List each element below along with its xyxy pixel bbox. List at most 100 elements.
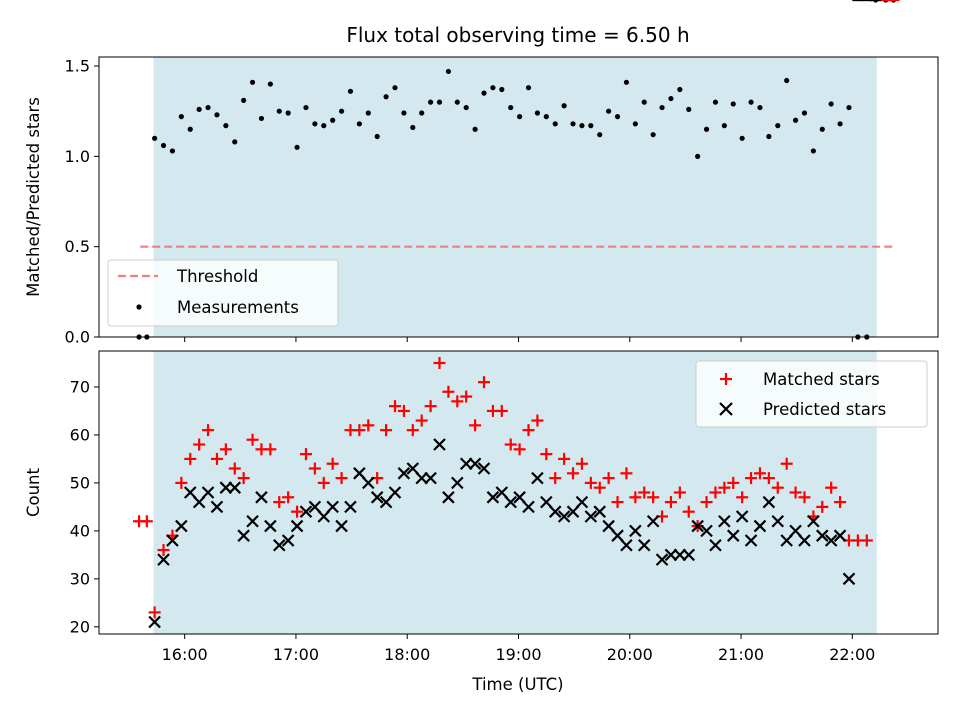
count-y-axis-label: Count bbox=[24, 467, 43, 517]
measurement-point bbox=[819, 126, 825, 132]
matched-star-marker bbox=[540, 448, 553, 461]
measurement-point bbox=[169, 148, 176, 154]
matched-star-marker bbox=[157, 544, 170, 557]
predicted-star-marker bbox=[789, 524, 802, 538]
measurement-point bbox=[187, 126, 193, 132]
predicted-star-marker bbox=[486, 491, 500, 504]
matched-star-marker bbox=[780, 457, 793, 470]
predicted-star-marker bbox=[593, 505, 607, 518]
count-legend-box bbox=[695, 360, 928, 428]
measurement-point bbox=[712, 99, 719, 105]
predicted-star-marker bbox=[451, 476, 464, 490]
predicted-star-marker bbox=[415, 471, 428, 485]
chart-title: Flux total observing time = 6.50 h bbox=[346, 23, 689, 47]
measurement-point bbox=[632, 121, 638, 127]
measurement-point bbox=[436, 99, 443, 105]
measurement-point bbox=[454, 99, 460, 105]
matched-star-marker bbox=[745, 472, 758, 485]
matched-star-marker bbox=[567, 467, 580, 480]
matched-star-marker bbox=[362, 419, 375, 432]
measurement-point bbox=[748, 99, 754, 105]
legend-threshold-label: Threshold bbox=[176, 267, 258, 286]
measurement-point bbox=[775, 123, 781, 129]
matched-star-marker bbox=[478, 376, 491, 389]
predicted-star-marker bbox=[673, 548, 687, 562]
predicted-star-marker bbox=[629, 524, 642, 538]
predicted-star-marker bbox=[362, 476, 375, 490]
matched-star-marker bbox=[522, 424, 535, 437]
matched-star-marker bbox=[789, 486, 802, 499]
measurement-point bbox=[579, 123, 585, 129]
matched-star-marker bbox=[629, 491, 642, 504]
measurement-point bbox=[276, 108, 282, 114]
matched-star-marker bbox=[736, 491, 749, 504]
predicted-star-marker bbox=[272, 538, 286, 552]
measurement-point bbox=[374, 133, 380, 140]
matched-star-marker bbox=[228, 462, 241, 475]
predicted-star-marker bbox=[513, 491, 526, 504]
predicted-star-marker bbox=[459, 457, 473, 470]
predicted-star-marker bbox=[620, 538, 633, 552]
predicted-star-marker bbox=[726, 529, 740, 542]
matched-star-marker bbox=[709, 486, 722, 499]
matched-star-marker bbox=[825, 481, 838, 494]
predicted-star-marker bbox=[166, 534, 179, 547]
predicted-star-marker bbox=[299, 505, 313, 518]
measurement-point bbox=[686, 106, 692, 112]
matched-star-marker bbox=[718, 481, 731, 494]
matched-star-marker bbox=[638, 486, 651, 499]
matched-star-marker bbox=[762, 472, 775, 485]
predicted-star-marker bbox=[664, 548, 678, 562]
ratio-legend: Threshold Measurements bbox=[107, 259, 339, 327]
matched-stars-points bbox=[133, 0, 900, 619]
measurement-point bbox=[294, 144, 300, 150]
predicted-star-marker bbox=[433, 438, 446, 451]
measurement-point bbox=[623, 79, 630, 85]
count-legend: Matched stars Predicted stars bbox=[695, 360, 928, 428]
matched-star-marker bbox=[700, 496, 713, 509]
matched-star-marker bbox=[140, 515, 153, 528]
measurement-point bbox=[810, 148, 816, 154]
matched-star-marker bbox=[219, 443, 232, 456]
measurement-point bbox=[392, 85, 398, 91]
predicted-star-marker bbox=[219, 481, 233, 494]
predicted-star-marker bbox=[201, 486, 215, 499]
predicted-star-marker bbox=[744, 534, 758, 547]
ratio-y-axis-ticks: 0.0 0.5 1.0 1.5 bbox=[65, 57, 99, 347]
matched-star-marker bbox=[593, 481, 606, 494]
matched-star-marker bbox=[415, 414, 428, 427]
matched-star-marker bbox=[202, 424, 215, 437]
predicted-star-marker bbox=[771, 515, 785, 528]
predicted-star-marker bbox=[691, 519, 704, 533]
matched-star-marker bbox=[575, 457, 588, 470]
matched-star-marker bbox=[584, 476, 597, 489]
x-tick-label: 21:00 bbox=[718, 645, 764, 664]
measurement-point bbox=[757, 104, 763, 111]
y-tick-label: 0.5 bbox=[65, 237, 90, 256]
matched-star-marker bbox=[798, 491, 811, 504]
matched-star-marker bbox=[424, 400, 437, 413]
predicted-star-marker bbox=[833, 529, 847, 542]
predicted-star-marker bbox=[842, 572, 856, 586]
measurement-point bbox=[499, 86, 505, 93]
matched-star-marker bbox=[834, 496, 847, 509]
ratio-x-axis-ticks bbox=[184, 337, 853, 342]
y-tick-label: 30 bbox=[70, 569, 90, 588]
measurement-point bbox=[846, 104, 852, 111]
predicted-star-marker bbox=[735, 510, 749, 523]
matched-star-marker bbox=[397, 404, 410, 417]
measurement-point bbox=[321, 123, 327, 129]
legend-matched-swatch bbox=[720, 373, 732, 385]
x-tick-label: 17:00 bbox=[273, 645, 319, 664]
measurement-point bbox=[597, 132, 603, 138]
measurement-point bbox=[383, 94, 389, 100]
predicted-star-marker bbox=[504, 495, 517, 509]
predicted-star-marker bbox=[183, 486, 197, 499]
matched-star-marker bbox=[727, 476, 740, 489]
measurement-point bbox=[543, 114, 549, 120]
predicted-star-marker bbox=[388, 486, 402, 499]
measurement-point bbox=[338, 108, 345, 114]
y-tick-label: 70 bbox=[70, 377, 90, 396]
measurement-point bbox=[178, 114, 184, 120]
